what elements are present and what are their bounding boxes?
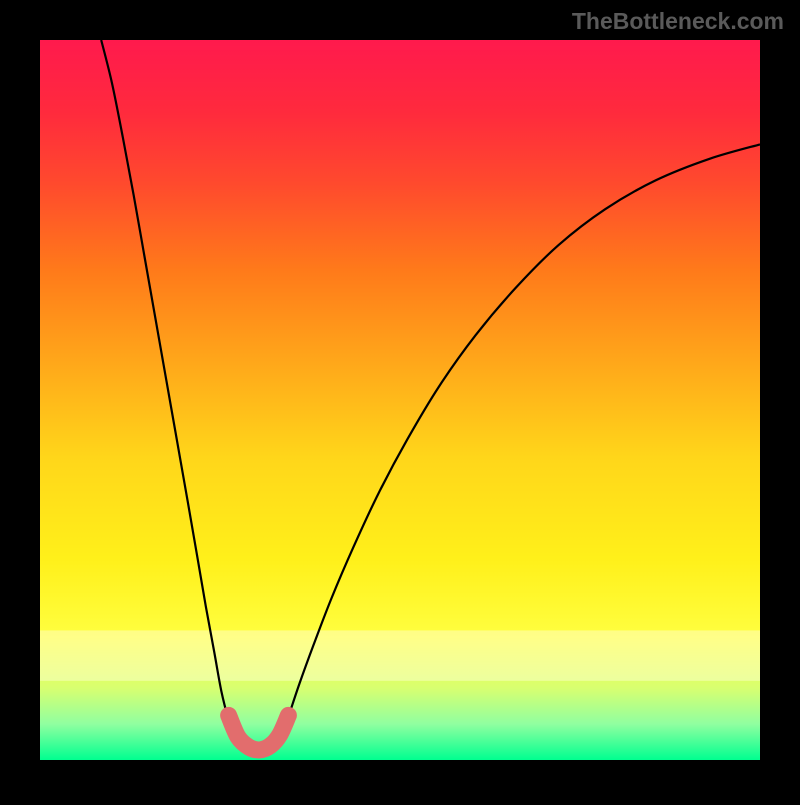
highlight-band — [40, 630, 760, 680]
watermark-text: TheBottleneck.com — [572, 8, 784, 35]
bottleneck-chart — [0, 0, 800, 800]
chart-container: TheBottleneck.com — [0, 0, 800, 800]
